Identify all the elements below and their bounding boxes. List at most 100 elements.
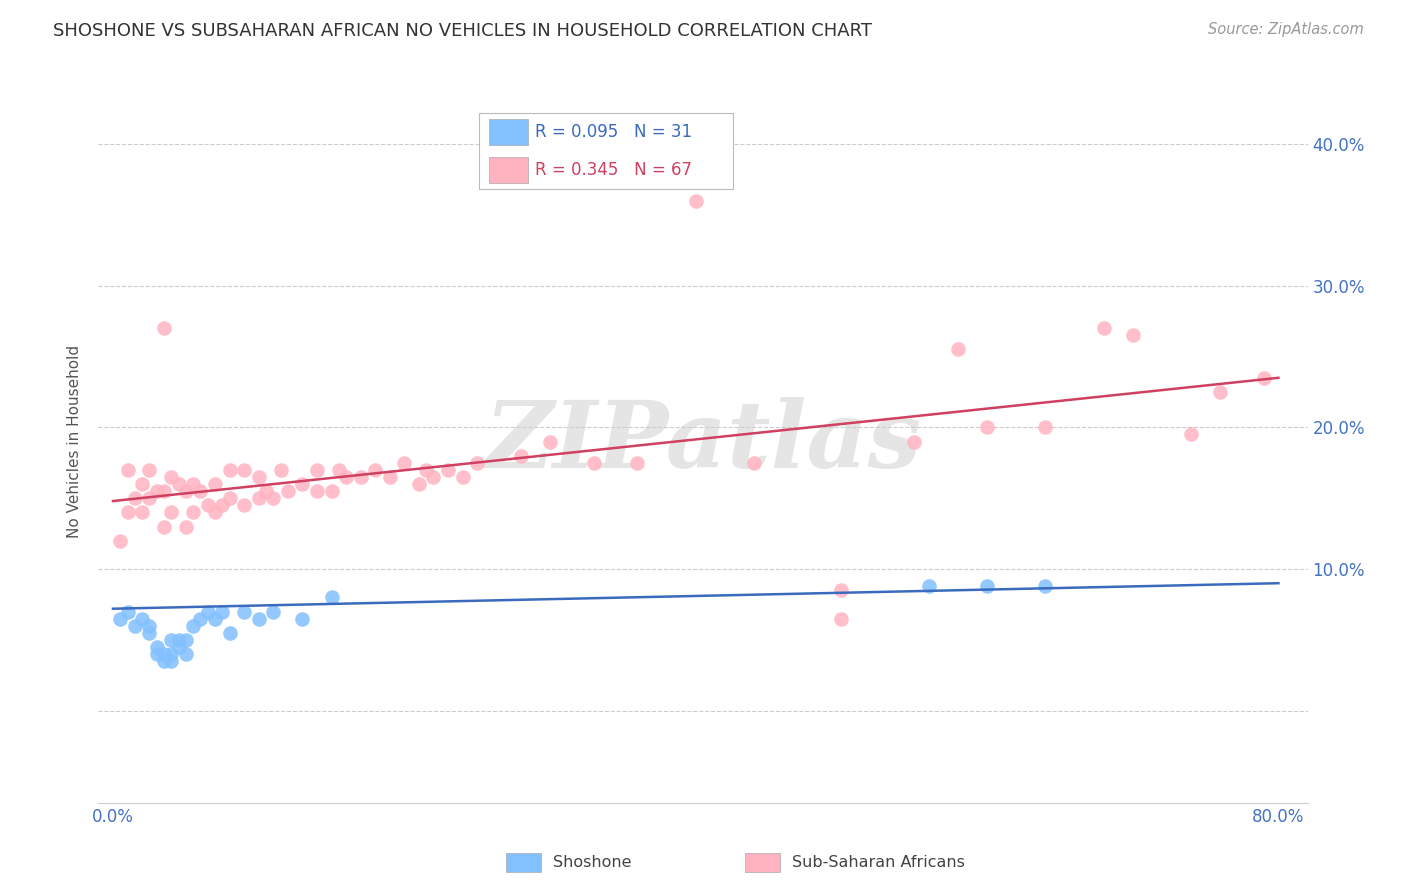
Point xyxy=(174,484,197,499)
Point xyxy=(204,477,226,491)
Point xyxy=(1033,579,1056,593)
Point xyxy=(918,579,941,593)
Point xyxy=(117,605,139,619)
Text: SHOSHONE VS SUBSAHARAN AFRICAN NO VEHICLES IN HOUSEHOLD CORRELATION CHART: SHOSHONE VS SUBSAHARAN AFRICAN NO VEHICL… xyxy=(53,22,873,40)
Point xyxy=(181,618,204,632)
Point xyxy=(211,498,233,512)
Point xyxy=(167,632,190,647)
Point xyxy=(538,434,561,449)
Point xyxy=(153,519,176,533)
Point xyxy=(153,654,176,668)
Point xyxy=(1033,420,1056,434)
Point xyxy=(160,505,183,519)
Point xyxy=(124,491,146,506)
Point xyxy=(138,625,160,640)
Point xyxy=(124,618,146,632)
Point xyxy=(181,477,204,491)
Point xyxy=(204,505,226,519)
Point xyxy=(167,477,190,491)
Point xyxy=(181,505,204,519)
Point xyxy=(378,470,401,484)
Point xyxy=(321,591,343,605)
Point xyxy=(364,463,387,477)
FancyBboxPatch shape xyxy=(489,157,527,183)
Point xyxy=(1180,427,1202,442)
Point xyxy=(218,625,240,640)
Text: ZIPatlas: ZIPatlas xyxy=(485,397,921,486)
Point xyxy=(174,647,197,661)
Point xyxy=(153,647,176,661)
Point xyxy=(153,484,176,499)
Point xyxy=(830,583,852,598)
Point xyxy=(408,477,430,491)
Text: R = 0.345   N = 67: R = 0.345 N = 67 xyxy=(534,161,692,178)
Point xyxy=(247,470,270,484)
Point xyxy=(422,470,444,484)
Point xyxy=(233,498,256,512)
Point xyxy=(1253,371,1275,385)
Text: Source: ZipAtlas.com: Source: ZipAtlas.com xyxy=(1208,22,1364,37)
Point xyxy=(305,463,328,477)
Point xyxy=(1122,328,1144,343)
Point xyxy=(160,647,183,661)
Text: Sub-Saharan Africans: Sub-Saharan Africans xyxy=(792,855,965,870)
Point xyxy=(305,484,328,499)
Point xyxy=(437,463,460,477)
Point xyxy=(138,463,160,477)
Point xyxy=(976,420,998,434)
Point xyxy=(262,491,284,506)
Point xyxy=(626,456,648,470)
Point xyxy=(197,498,219,512)
Point xyxy=(270,463,292,477)
Point xyxy=(247,612,270,626)
Text: R = 0.095   N = 31: R = 0.095 N = 31 xyxy=(534,123,692,141)
Point xyxy=(685,194,707,208)
Y-axis label: No Vehicles in Household: No Vehicles in Household xyxy=(67,345,83,538)
Point xyxy=(233,605,256,619)
Point xyxy=(218,463,240,477)
Point xyxy=(903,434,925,449)
Point xyxy=(160,632,183,647)
FancyBboxPatch shape xyxy=(489,119,527,145)
Point xyxy=(976,579,998,593)
Point xyxy=(451,470,474,484)
Point xyxy=(110,533,132,548)
Point xyxy=(509,449,531,463)
Point xyxy=(138,618,160,632)
Point xyxy=(742,456,765,470)
Point xyxy=(277,484,299,499)
Point xyxy=(145,647,167,661)
Point xyxy=(204,612,226,626)
Point xyxy=(291,612,314,626)
FancyBboxPatch shape xyxy=(479,112,734,189)
Text: Shoshone: Shoshone xyxy=(553,855,631,870)
Point xyxy=(830,612,852,626)
Point xyxy=(131,477,153,491)
Point xyxy=(582,456,605,470)
Point xyxy=(174,519,197,533)
Point xyxy=(262,605,284,619)
Point xyxy=(946,343,969,357)
Point xyxy=(131,505,153,519)
Point xyxy=(160,654,183,668)
Point xyxy=(197,605,219,619)
Point xyxy=(465,456,488,470)
Point xyxy=(160,470,183,484)
Point xyxy=(247,491,270,506)
Point xyxy=(394,456,416,470)
Point xyxy=(335,470,357,484)
Point xyxy=(117,505,139,519)
Point xyxy=(145,640,167,654)
Point xyxy=(350,470,373,484)
Point xyxy=(415,463,437,477)
Point xyxy=(1092,321,1115,335)
Point xyxy=(328,463,350,477)
Point xyxy=(321,484,343,499)
Point xyxy=(174,632,197,647)
Point xyxy=(233,463,256,477)
Point xyxy=(153,321,176,335)
Point xyxy=(190,484,212,499)
Point xyxy=(167,640,190,654)
Point xyxy=(190,612,212,626)
Point xyxy=(211,605,233,619)
